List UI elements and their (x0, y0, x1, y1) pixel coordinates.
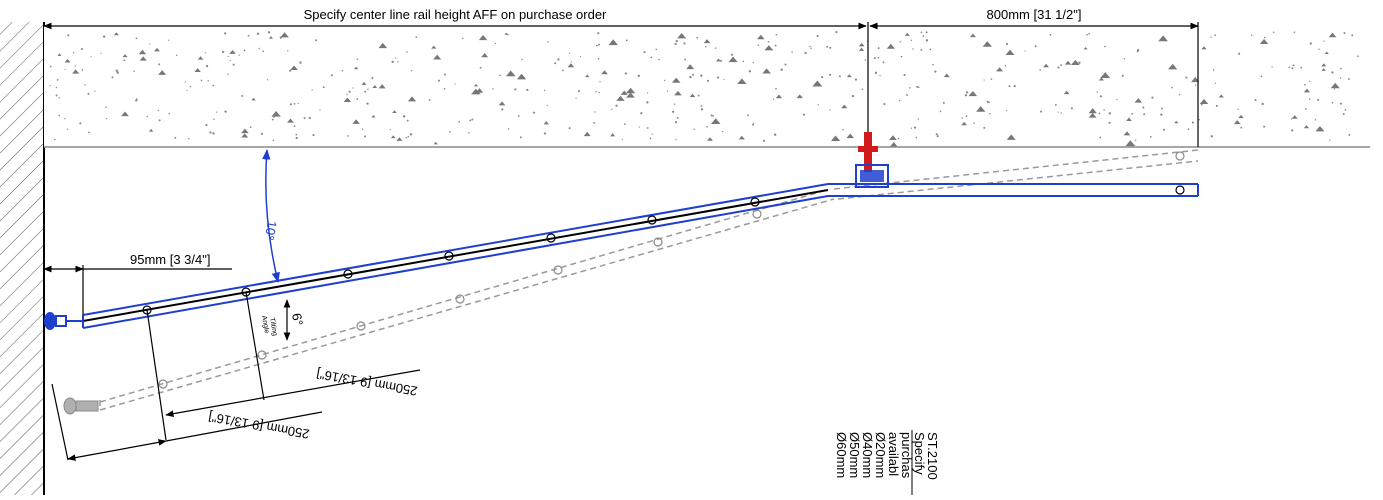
ceiling-slab (44, 26, 1370, 148)
note-line: Ø60mm (834, 432, 849, 478)
wall-offset-dimension: 95mm [3 3/4"] (43, 252, 232, 315)
lower-span-lower-label: 250mm [9 13/16"] (207, 409, 310, 442)
main-rail (82, 183, 1199, 329)
tilting-angle-dimension: 6° Tilting Angle (260, 299, 306, 341)
tilt-angle-dimension: 10° (262, 148, 280, 284)
concrete-texture (49, 31, 1359, 147)
notes-block: ST.2100SpecifypurchasavailablØ20mmØ40mmØ… (834, 430, 940, 495)
tilting-angle-value: 6° (289, 312, 306, 327)
wall (0, 22, 45, 495)
top-right-span-label: 800mm [31 1/2"] (987, 7, 1082, 22)
top-dimension: Specify center line rail height AFF on p… (43, 7, 1199, 160)
wall-offset-label: 95mm [3 3/4"] (130, 252, 210, 267)
note-line: Specify (912, 432, 927, 475)
rail-height-note: Specify center line rail height AFF on p… (304, 7, 607, 22)
rail-bolts (142, 185, 1185, 315)
tilting-angle-label-1: Tilting (268, 317, 278, 336)
ghost-bolts (158, 151, 1185, 389)
ghost-rail (99, 149, 1199, 411)
note-line: Ø50mm (847, 432, 862, 478)
note-line: availabl (886, 432, 901, 476)
lower-span-upper-label: 250mm [9 13/16"] (315, 366, 418, 399)
note-line: Ø20mm (873, 432, 888, 478)
note-line: Ø40mm (860, 432, 875, 478)
tilt-angle-label: 10° (262, 219, 280, 241)
ghost-wall-bracket-icon (63, 397, 99, 415)
wall-bracket-icon (44, 312, 83, 330)
tilting-angle-label-2: Angle (260, 315, 270, 334)
note-line: ST.2100 (925, 432, 940, 480)
ceiling-bracket-icon (855, 132, 889, 188)
note-line: purchas (899, 432, 914, 479)
